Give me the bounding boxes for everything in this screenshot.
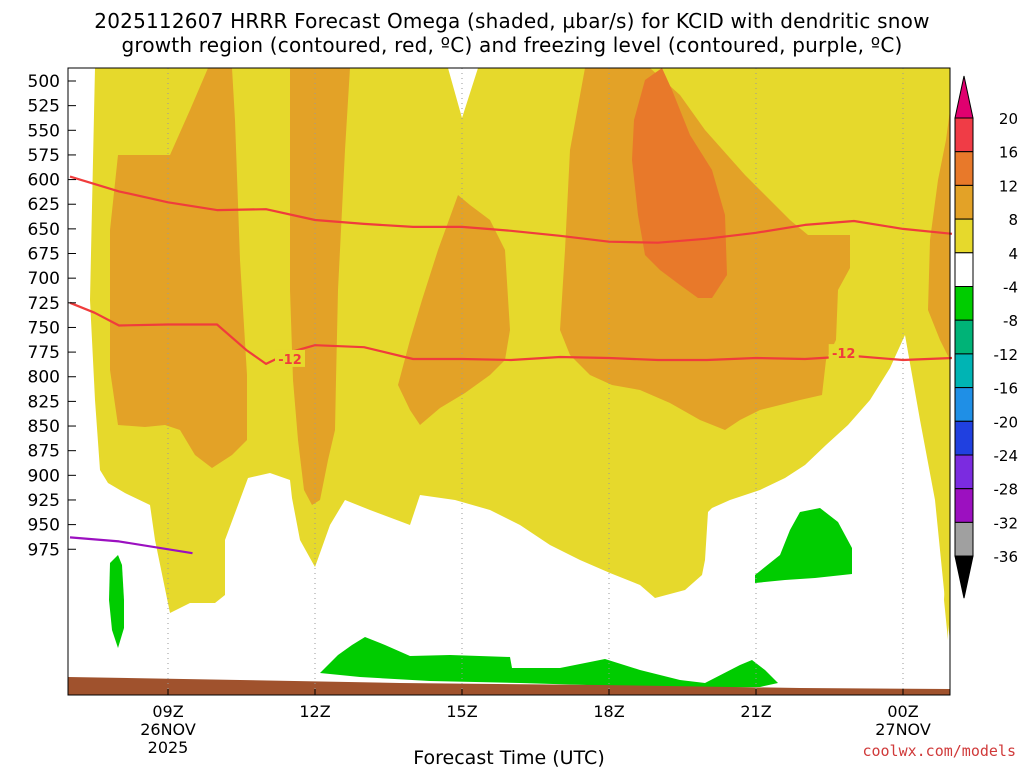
y-tick-label-700: 700: [28, 269, 60, 289]
colorbar-box-5: [954, 252, 974, 288]
colorbar-label-3: 8: [1008, 211, 1018, 229]
x-axis-title: Forecast Time (UTC): [413, 747, 604, 768]
plot-frame: [67, 67, 951, 696]
omega-amber-region-3: [398, 195, 510, 425]
y-tick-label-975: 975: [28, 540, 60, 560]
chart-title-line1: 2025112607 HRRR Forecast Omega (shaded, …: [94, 9, 930, 33]
contour-label-bg-1: [828, 344, 859, 362]
colorbar-label-2: 12: [999, 177, 1018, 195]
colorbar-box-8: [954, 353, 974, 389]
y-tick-label-500: 500: [28, 72, 60, 92]
y-tick-label-625: 625: [28, 195, 60, 215]
colorbar-box-3: [954, 184, 974, 220]
series-line-2: [69, 536, 193, 555]
colorbar-label-9: -20: [994, 413, 1019, 431]
x-tick-label-12Z: 12Z: [299, 702, 330, 721]
credit-text: coolwx.com/models: [862, 742, 1016, 760]
omega-yellow-edge: [944, 500, 950, 640]
x-tick-label-18Z: 18Z: [593, 702, 624, 721]
y-tick-label-800: 800: [28, 368, 60, 388]
x-tick-label-09Z: 09Z: [152, 702, 183, 721]
colorbar-label-13: -36: [994, 548, 1019, 566]
colorbar-box-13: [954, 521, 974, 557]
y-tick-label-575: 575: [28, 146, 60, 166]
contour-label-0: -12: [278, 353, 302, 368]
omega-green-region-2: [755, 508, 852, 583]
colorbar-label-7: -12: [994, 346, 1019, 364]
colorbar-top-arrow: [954, 75, 974, 119]
contour-label-1: -12: [832, 347, 856, 362]
y-tick-label-600: 600: [28, 171, 60, 191]
y-tick-label-825: 825: [28, 392, 60, 412]
y-tick-label-900: 900: [28, 466, 60, 486]
colorbar-label-8: -16: [994, 380, 1019, 398]
colorbar-box-11: [954, 454, 974, 490]
y-tick-label-875: 875: [28, 442, 60, 462]
y-tick-label-675: 675: [28, 245, 60, 265]
y-tick-label-650: 650: [28, 220, 60, 240]
colorbar-box-7: [954, 319, 974, 355]
y-tick-label-950: 950: [28, 516, 60, 536]
x-date-label-27NOV: 27NOV: [875, 720, 931, 739]
y-tick-label-725: 725: [28, 294, 60, 314]
x-year-label: 2025: [148, 738, 189, 757]
contour-label-bg-0: [275, 349, 305, 367]
y-tick-label-550: 550: [28, 121, 60, 141]
colorbar-label-6: -8: [1003, 312, 1018, 330]
colorbar-box-6: [954, 286, 974, 321]
y-tick-label-750: 750: [28, 318, 60, 338]
colorbar-box-2: [954, 151, 974, 186]
colorbar: 20 16 12 8 4 -4 -8 -12 -16 -20 -24 -28 -32 -36: [954, 75, 1019, 599]
colorbar-bottom-arrow: [954, 555, 974, 599]
terrain-fill: [68, 677, 950, 695]
series-line-0: [69, 175, 953, 244]
colorbar-box-1: [954, 117, 974, 153]
omega-orange-region: [632, 68, 727, 298]
omega-green-region-3: [320, 637, 778, 688]
x-date-label-26NOV: 26NOV: [140, 720, 196, 739]
y-axis: 500 525 550 575 600 625 650 675 700 725 750 775 800 8…: [28, 72, 76, 560]
colorbar-label-10: -24: [994, 447, 1019, 465]
omega-amber-region-5: [928, 110, 950, 360]
x-tick-label-15Z: 15Z: [446, 702, 477, 721]
series-line-1: [69, 301, 953, 365]
colorbar-label-0: 20: [999, 110, 1018, 128]
colorbar-label-5: -4: [1003, 279, 1018, 297]
colorbar-box-9: [954, 387, 974, 422]
y-tick-label-775: 775: [28, 343, 60, 363]
omega-amber-region-1: [110, 68, 247, 468]
y-tick-label-925: 925: [28, 491, 60, 511]
colorbar-box-4: [954, 218, 974, 254]
omega-green-region-1: [109, 555, 124, 648]
x-tick-label-00Z: 00Z: [887, 702, 918, 721]
colorbar-label-4: 4: [1008, 245, 1018, 263]
omega-shading: [68, 68, 950, 695]
y-tick-label-850: 850: [28, 417, 60, 437]
isotherm-lines: -12 -12: [69, 175, 953, 555]
colorbar-label-11: -28: [994, 481, 1019, 499]
colorbar-box-10: [954, 420, 974, 456]
colorbar-label-12: -32: [994, 514, 1019, 532]
omega-amber-region-2: [290, 68, 350, 505]
y-tick-label-525: 525: [28, 97, 60, 117]
colorbar-box-12: [954, 488, 974, 523]
x-tick-label-21Z: 21Z: [740, 702, 771, 721]
chart-title-line2: growth region (contoured, red, ºC) and f…: [121, 33, 903, 57]
colorbar-label-1: 16: [999, 144, 1018, 162]
